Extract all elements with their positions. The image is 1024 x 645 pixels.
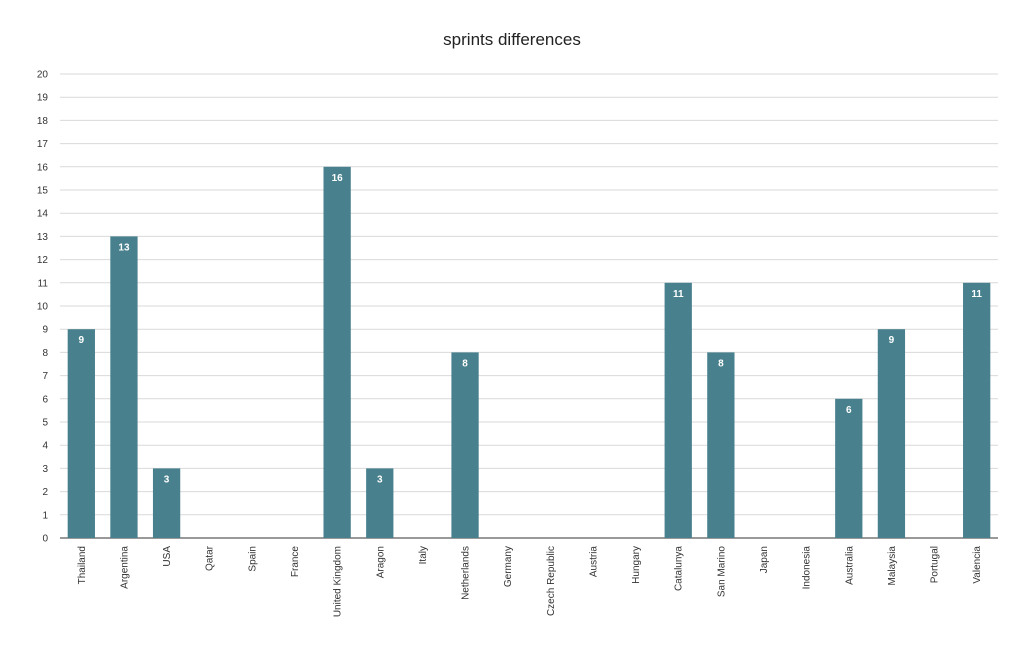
x-tick-label: Portugal <box>930 546 941 583</box>
y-tick-label: 0 <box>42 534 48 545</box>
x-tick-label: Netherlands <box>461 546 472 600</box>
y-tick-label: 6 <box>42 394 48 405</box>
bar <box>451 352 479 538</box>
data-label: 9 <box>889 335 895 346</box>
x-tick-label: Valencia <box>972 546 983 584</box>
data-label: 3 <box>377 474 383 485</box>
y-tick-label: 4 <box>42 441 48 452</box>
x-tick-label: Australia <box>844 546 855 585</box>
y-tick-label: 14 <box>37 209 49 220</box>
y-tick-label: 3 <box>42 464 48 475</box>
x-tick-label: Austria <box>588 546 599 578</box>
y-tick-label: 13 <box>37 232 49 243</box>
bar <box>323 166 351 539</box>
x-tick-label: France <box>290 546 301 578</box>
x-tick-label: United Kingdom <box>333 546 344 617</box>
y-tick-label: 12 <box>37 255 49 266</box>
data-label: 9 <box>79 335 85 346</box>
y-tick-label: 1 <box>42 510 48 521</box>
x-tick-label: Hungary <box>631 546 642 584</box>
data-label: 11 <box>971 289 982 300</box>
y-tick-label: 9 <box>42 325 48 336</box>
bar <box>877 329 906 538</box>
y-tick-label: 2 <box>42 487 48 498</box>
data-label: 16 <box>332 173 344 184</box>
gridlines <box>60 73 998 539</box>
bar <box>67 329 95 538</box>
y-tick-label: 16 <box>37 162 49 173</box>
y-tick-label: 18 <box>37 116 49 127</box>
x-tick-label: Japan <box>759 546 770 573</box>
x-tick-label: San Marino <box>716 546 727 598</box>
x-tick-label: Germany <box>503 546 514 587</box>
y-tick-label: 5 <box>42 418 48 429</box>
x-tick-label: Italy <box>418 546 429 564</box>
data-label: 8 <box>718 358 724 369</box>
y-tick-label: 8 <box>42 348 48 359</box>
bar <box>664 282 692 538</box>
bar <box>963 282 991 538</box>
x-tick-label: Catalunya <box>674 546 685 591</box>
bar <box>835 398 863 538</box>
data-labels: 9 13 3 16 3 8 11 8 6 9 11 <box>79 173 983 486</box>
y-tick-label: 17 <box>37 139 49 150</box>
data-label: 8 <box>462 358 468 369</box>
bar <box>366 468 394 538</box>
y-tick-label: 20 <box>37 70 49 81</box>
y-tick-label: 19 <box>37 93 49 104</box>
data-label: 6 <box>846 405 852 416</box>
x-tick-label: Malaysia <box>887 546 898 586</box>
y-tick-label: 11 <box>38 278 49 289</box>
x-tick-label: Thailand <box>77 546 88 584</box>
x-tick-label: USA <box>162 546 173 567</box>
x-tick-label: Spain <box>247 546 258 572</box>
data-label: 13 <box>118 242 130 253</box>
y-tick-label: 15 <box>37 186 49 197</box>
x-tick-label: Aragon <box>375 546 386 578</box>
x-tick-label: Argentina <box>119 546 130 589</box>
bar <box>707 352 735 538</box>
x-tick-label: Czech Republic <box>546 546 557 616</box>
x-tick-label: Indonesia <box>802 546 813 590</box>
chart-title: sprints differences <box>443 30 581 49</box>
y-tick-label: 7 <box>42 371 48 382</box>
y-tick-label: 10 <box>37 302 49 313</box>
x-tick-label: Qatar <box>205 545 216 571</box>
bar <box>152 468 181 538</box>
data-label: 3 <box>164 474 170 485</box>
bars <box>67 166 991 539</box>
bar <box>110 236 138 538</box>
data-label: 11 <box>673 289 684 300</box>
x-axis: Thailand Argentina USA Qatar Spain France Unit… <box>77 545 983 617</box>
